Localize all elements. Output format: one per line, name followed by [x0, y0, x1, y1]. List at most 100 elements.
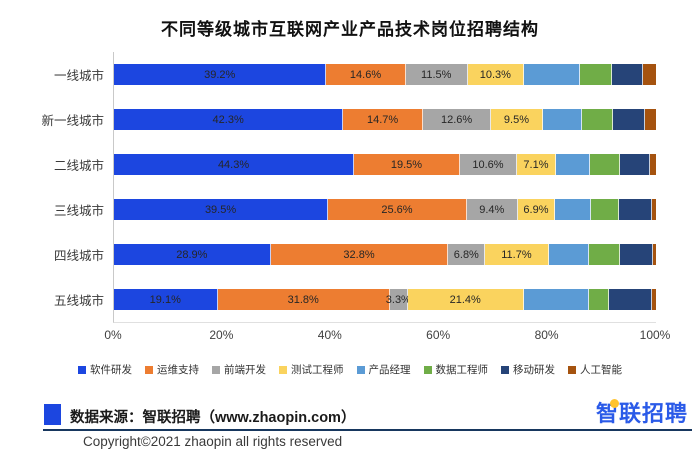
segment-value-label: 42.3% — [212, 113, 244, 126]
y-axis-label: 五线城市 — [53, 294, 104, 308]
bar-segment-运维支持: 32.8% — [270, 244, 449, 265]
stacked-bar-chart: 一线城市 39.2% 14.6% 11.5% 10.3% 新一线城市 42.3% 14.7% 1… — [0, 52, 700, 346]
x-axis-tick-label: 80% — [534, 328, 559, 342]
legend-swatch — [356, 365, 365, 374]
x-axis-tick-label: 0% — [104, 328, 122, 342]
copyright-text: Copyright©2021 zhaopin all rights reserv… — [83, 434, 343, 449]
y-axis-label: 三线城市 — [53, 204, 104, 218]
segment-value-label: 9.4% — [479, 203, 505, 216]
bar-segment-软件研发: 39.5% — [114, 199, 329, 220]
segment-value-label: 32.8% — [343, 248, 375, 261]
bar-segment-前端开发: 10.6% — [459, 154, 518, 175]
bar-segment-移动研发 — [612, 64, 644, 85]
legend-label: 前端开发 — [224, 364, 266, 376]
legend-label: 移动研发 — [513, 364, 555, 376]
legend-item-运维支持: 运维支持 — [145, 362, 199, 377]
legend-item-前端开发: 前端开发 — [212, 362, 266, 377]
bar-segment-数据工程师 — [582, 109, 614, 130]
bar-segment-移动研发 — [619, 244, 654, 265]
x-axis-tick-label: 100% — [639, 328, 671, 342]
legend-label: 人工智能 — [580, 364, 622, 376]
segment-value-label: 10.6% — [472, 158, 504, 171]
segment-value-label: 12.6% — [440, 113, 473, 126]
bar-segment-软件研发: 19.1% — [114, 289, 218, 310]
bar-segment-数据工程师 — [588, 244, 620, 265]
bar-segment-运维支持: 14.7% — [343, 109, 423, 130]
bar-segment-产品经理 — [548, 244, 589, 265]
legend-item-人工智能: 人工智能 — [568, 362, 622, 377]
segment-value-label: 19.5% — [390, 158, 423, 171]
y-axis-label: 新一线城市 — [41, 114, 104, 128]
legend-item-产品经理: 产品经理 — [356, 362, 411, 377]
segment-value-label: 11.5% — [421, 68, 452, 81]
bar-segment-测试工程师: 11.7% — [485, 244, 549, 265]
plot-area: 一线城市 39.2% 14.6% 11.5% 10.3% 新一线城市 42.3% 14.7% 1… — [41, 52, 656, 323]
bar-row: 一线城市 39.2% 14.6% 11.5% 10.3% — [54, 52, 656, 97]
legend-swatch — [78, 365, 86, 374]
bar-segment-产品经理 — [555, 154, 591, 175]
segment-value-label: 39.5% — [204, 203, 237, 216]
segment-value-label: 19.1% — [149, 293, 181, 306]
legend-label: 运维支持 — [157, 364, 199, 376]
zhaopin-logo: 智联招聘 — [596, 396, 688, 428]
bar-segment-人工智能 — [644, 109, 656, 130]
segment-value-label: 31.8% — [287, 293, 319, 306]
chart-title: 不同等级城市互联网产业产品技术岗位招聘结构 — [161, 20, 539, 39]
legend-swatch — [279, 365, 287, 374]
bar-segment-运维支持: 31.8% — [217, 289, 390, 310]
bar-segment-测试工程师: 21.4% — [407, 289, 524, 310]
bar-segment-软件研发: 39.2% — [114, 64, 327, 85]
bar-segment-测试工程师: 10.3% — [467, 64, 524, 85]
legend-item-软件研发: 软件研发 — [78, 362, 132, 377]
stacked-bar: 39.5% 25.6% 9.4% 6.9% — [114, 199, 656, 220]
source-row: 数据来源：智联招聘（www.zhaopin.com） 智联招聘 — [44, 399, 688, 429]
x-axis: 0% 20% 40% 60% 80% 100% — [104, 328, 670, 346]
stacked-bar: 39.2% 14.6% 11.5% 10.3% — [114, 64, 656, 85]
bar-segment-软件研发: 28.9% — [114, 244, 271, 265]
bar-segment-运维支持: 14.6% — [326, 64, 406, 85]
bar-segment-人工智能 — [651, 289, 656, 310]
bar-segment-移动研发 — [619, 154, 650, 175]
bar-row: 三线城市 39.5% 25.6% 9.4% 6.9% — [54, 187, 656, 232]
legend-swatch — [212, 365, 220, 374]
legend-item-数据工程师: 数据工程师 — [423, 362, 489, 377]
legend-swatch — [501, 365, 509, 374]
x-axis-tick-label: 40% — [317, 328, 342, 342]
segment-value-label: 25.6% — [381, 203, 413, 216]
segment-value-label: 39.2% — [204, 68, 236, 81]
bar-segment-数据工程师 — [590, 199, 620, 220]
legend-item-测试工程师: 测试工程师 — [279, 362, 344, 377]
segment-value-label: 9.5% — [503, 113, 529, 126]
legend-item-移动研发: 移动研发 — [501, 362, 555, 377]
x-axis-tick-label: 20% — [209, 328, 234, 342]
bar-row: 二线城市 44.3% 19.5% 10.6% 7.1% — [54, 142, 656, 187]
x-axis-tick-label: 60% — [426, 328, 451, 342]
legend-swatch — [568, 365, 576, 374]
y-axis-label: 一线城市 — [53, 69, 104, 83]
bar-row: 五线城市 19.1% 31.8% 3.3% 21.4% — [54, 277, 656, 322]
bar-row: 新一线城市 42.3% 14.7% 12.6% 9.5% — [41, 97, 656, 142]
segment-value-label: 6.8% — [453, 248, 479, 261]
data-source-text: 数据来源：智联招聘（www.zhaopin.com） — [70, 410, 356, 426]
bar-segment-人工智能 — [651, 199, 656, 220]
stacked-bar: 44.3% 19.5% 10.6% 7.1% — [114, 154, 656, 175]
bar-segment-前端开发: 11.5% — [405, 64, 468, 85]
segment-value-label: 14.6% — [349, 68, 382, 81]
legend-label: 数据工程师 — [435, 364, 489, 376]
bar-segment-产品经理 — [555, 199, 591, 220]
legend: 软件研发 运维支持 前端开发 测试工程师 产品经理 数据工程师 移动研发 人工智能 — [0, 362, 700, 377]
segment-value-label: 14.7% — [367, 113, 399, 126]
bar-segment-数据工程师 — [588, 289, 610, 310]
legend-swatch — [423, 365, 432, 374]
segment-value-label: 28.9% — [176, 248, 208, 261]
bar-segment-前端开发: 3.3% — [385, 289, 411, 310]
legend-label: 测试工程师 — [291, 364, 344, 376]
bar-segment-软件研发: 44.3% — [114, 154, 355, 175]
bar-segment-人工智能 — [649, 154, 656, 175]
bar-row: 四线城市 28.9% 32.8% 6.8% 11.7% — [54, 232, 656, 277]
segment-value-label: 6.9% — [523, 203, 549, 216]
bar-segment-测试工程师: 6.9% — [517, 199, 556, 220]
segment-value-label: 3.3% — [385, 293, 411, 306]
bar-segment-产品经理 — [542, 109, 583, 130]
